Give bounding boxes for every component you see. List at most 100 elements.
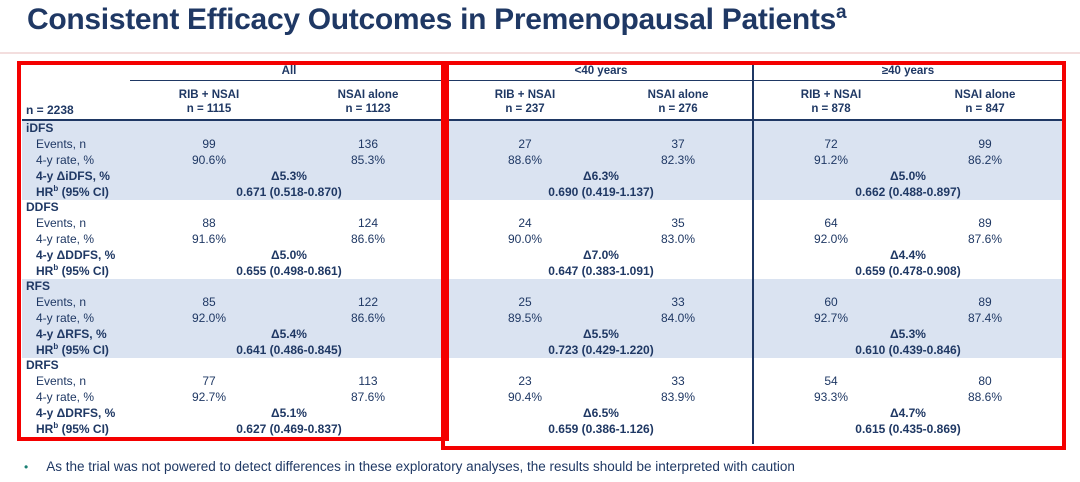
row-label-rate: 4-y rate, % [36, 310, 95, 325]
table-row: HRb (95% CI) 0.655 (0.498-0.861) 0.647 (0.… [22, 263, 1062, 279]
table-cell: 124 [357, 215, 379, 230]
section-iDFS: iDFS Events, n 99 136 27 37 72 99 4-y rate, % 90.… [22, 121, 1062, 200]
table-cell: 92.7% [813, 310, 849, 325]
row-label-events: Events, n [36, 136, 87, 151]
table-cell: 89 [978, 215, 992, 230]
row-label-events: Events, n [36, 373, 87, 388]
table-cell: 60 [824, 294, 838, 309]
table-cell: 33 [671, 294, 685, 309]
table-cell: 54 [824, 373, 838, 388]
table-cell: Δ5.3% [890, 326, 926, 341]
table-row: Events, n 85 122 25 33 60 89 [22, 294, 1062, 310]
page-title-text: Consistent Efficacy Outcomes in Premenop… [27, 3, 837, 36]
table-cell: Δ6.3% [583, 168, 619, 183]
row-label-delta: 4-y ΔiDFS, % [36, 168, 110, 183]
arm-header-all-nsai: NSAI alone n = 1123 [288, 89, 448, 117]
table-cell: 85.3% [350, 152, 386, 167]
table-cell: 83.0% [660, 231, 696, 246]
table-cell: Δ6.5% [583, 405, 619, 420]
table-cell: 35 [671, 215, 685, 230]
page-title: Consistent Efficacy Outcomes in Premenop… [27, 2, 847, 37]
total-n-label: n = 2238 [26, 102, 74, 117]
group-header-all: All [130, 65, 448, 81]
arm-header-under40-nsai: NSAI alone n = 276 [602, 89, 754, 117]
row-label-rate: 4-y rate, % [36, 389, 95, 404]
hr-superscript: b [53, 184, 59, 194]
table-row: Events, n 88 124 24 35 64 89 [22, 215, 1062, 231]
hr-superscript: b [53, 342, 59, 352]
table-row: HRb (95% CI) 0.671 (0.518-0.870) 0.690 (0.… [22, 184, 1062, 200]
group-header-over40: ≥40 years [754, 65, 1062, 81]
table-cell: Δ7.0% [583, 247, 619, 262]
arm-name: RIB + NSAI [800, 89, 862, 102]
table-cell: 84.0% [660, 310, 696, 325]
table-cell: 87.6% [350, 389, 386, 404]
table-cell: 27 [518, 136, 532, 151]
table-cell: 88 [202, 215, 216, 230]
table-cell: 90.6% [191, 152, 227, 167]
table-row: 4-y rate, % 91.6% 86.6% 90.0% 83.0% 92.0% 87.6… [22, 231, 1062, 247]
table-cell: 0.655 (0.498-0.861) [236, 263, 342, 278]
table-row: 4-y ΔDRFS, % Δ5.1% Δ6.5% Δ4.7% [22, 405, 1062, 421]
table-row: 4-y ΔDDFS, % Δ5.0% Δ7.0% Δ4.4% [22, 247, 1062, 263]
table-cell: Δ5.0% [271, 247, 307, 262]
table-row: 4-y rate, % 92.0% 86.6% 89.5% 84.0% 92.7% 87.4… [22, 310, 1062, 326]
arm-name: NSAI alone [647, 89, 709, 102]
table-row: Events, n 99 136 27 37 72 99 [22, 136, 1062, 152]
table-row: 4-y rate, % 92.7% 87.6% 90.4% 83.9% 93.3% 88.6… [22, 389, 1062, 405]
footnote-bullet-icon: • [24, 460, 29, 474]
table-cell: 122 [357, 294, 379, 309]
table-cell: 91.2% [813, 152, 849, 167]
table-cell: 80 [978, 373, 992, 388]
arm-header-over40-nsai: NSAI alone n = 847 [908, 89, 1062, 117]
table-cell: 91.6% [191, 231, 227, 246]
section-title-DDFS: DDFS [26, 200, 59, 215]
table-cell: 86.6% [350, 310, 386, 325]
table-group-header-row: All <40 years ≥40 years [22, 65, 1062, 81]
table-cell: 0.641 (0.486-0.845) [236, 342, 342, 357]
table-cell: 88.6% [507, 152, 543, 167]
table-cell: 0.610 (0.439-0.846) [855, 342, 961, 357]
table-cell: 0.659 (0.478-0.908) [855, 263, 961, 278]
arm-n: n = 237 [505, 103, 545, 116]
table-cell: 93.3% [813, 389, 849, 404]
age-group-divider-line [752, 65, 754, 444]
row-label-delta: 4-y ΔRFS, % [36, 326, 107, 341]
row-label-delta: 4-y ΔDDFS, % [36, 247, 116, 262]
table-cell: 24 [518, 215, 532, 230]
table-cell: 0.671 (0.518-0.870) [236, 184, 342, 199]
table-row: 4-y rate, % 90.6% 85.3% 88.6% 82.3% 91.2% 86.2… [22, 152, 1062, 168]
table-cell: Δ5.0% [890, 168, 926, 183]
table-cell: 83.9% [660, 389, 696, 404]
table-cell: 82.3% [660, 152, 696, 167]
footnote-text: As the trial was not powered to detect d… [46, 459, 795, 474]
table-cell: 89.5% [507, 310, 543, 325]
table-cell: 85 [202, 294, 216, 309]
table-cell: 113 [358, 373, 378, 388]
table-cell: Δ5.3% [271, 168, 307, 183]
hr-superscript: b [53, 263, 59, 273]
table-cell: 25 [518, 294, 532, 309]
page-title-superscript: a [836, 2, 847, 23]
table-cell: Δ4.7% [890, 405, 926, 420]
row-label-hr: HRb (95% CI) [36, 342, 109, 358]
row-label-rate: 4-y rate, % [36, 231, 95, 246]
table-cell: Δ4.4% [890, 247, 926, 262]
table-cell: 92.0% [813, 231, 849, 246]
arm-n: n = 847 [965, 103, 1005, 116]
table-row: Events, n 77 113 23 33 54 80 [22, 373, 1062, 389]
table-cell: 0.723 (0.429-1.220) [548, 342, 654, 357]
group-header-under40: <40 years [448, 65, 754, 81]
table-row: 4-y ΔiDFS, % Δ5.3% Δ6.3% Δ5.0% [22, 168, 1062, 184]
row-label-hr: HRb (95% CI) [36, 184, 109, 200]
section-title-DRFS: DRFS [26, 358, 59, 373]
arm-header-over40-rib: RIB + NSAI n = 878 [754, 89, 908, 117]
efficacy-table: All <40 years ≥40 years n = 2238 RIB + N… [22, 65, 1062, 437]
table-cell: Δ5.1% [271, 405, 307, 420]
table-cell: 0.662 (0.488-0.897) [855, 184, 961, 199]
section-RFS: RFS Events, n 85 122 25 33 60 89 4-y rate, % 92.0… [22, 279, 1062, 358]
title-divider [0, 52, 1080, 54]
arm-n: n = 878 [811, 103, 851, 116]
section-DDFS: DDFS Events, n 88 124 24 35 64 89 4-y rate, % 91.… [22, 200, 1062, 279]
